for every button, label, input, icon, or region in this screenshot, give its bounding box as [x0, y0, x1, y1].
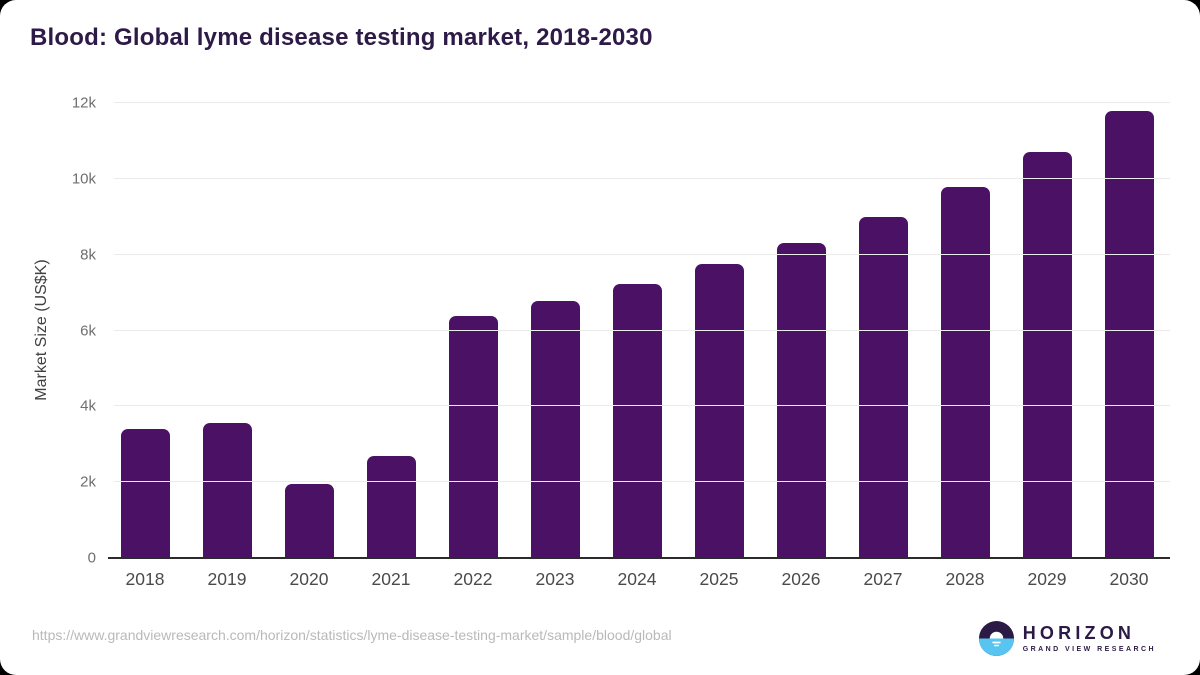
bar-2026[interactable] [776, 243, 826, 558]
bar-slot-2027 [842, 103, 924, 558]
bar-2018[interactable] [120, 429, 170, 558]
bar-2027[interactable] [858, 216, 908, 558]
y-tick-label-12k: 12k [71, 94, 96, 112]
gridline-6k [114, 329, 1170, 331]
bar-2021[interactable] [366, 456, 416, 558]
plot-area [104, 102, 1170, 559]
gridline-8k [114, 253, 1170, 255]
chart-title: Blood: Global lyme disease testing marke… [30, 24, 653, 51]
bar-slot-2020 [268, 103, 350, 558]
gridline-4k [114, 405, 1170, 407]
x-tick-label-2027: 2027 [863, 569, 903, 589]
bar-series [104, 103, 1170, 558]
x-tick-label-2021: 2021 [371, 569, 411, 589]
y-tick-label-6k: 6k [80, 322, 96, 339]
bar-slot-2028 [924, 103, 1006, 558]
bar-slot-2021 [350, 103, 432, 558]
gridline-10k [114, 177, 1170, 179]
x-tick-label-2028: 2028 [945, 569, 985, 589]
bar-slot-2029 [1006, 103, 1088, 558]
y-tick-label-0: 0 [87, 549, 96, 567]
logo-name: HORIZON [1022, 623, 1136, 644]
y-axis-tick-labels: 0 2k 4k 6k 8k 10k 12k [0, 95, 96, 567]
gridline-2k [114, 481, 1170, 483]
bar-slot-2026 [760, 103, 842, 558]
y-tick-label-10k: 10k [71, 170, 96, 188]
x-tick-label-2025: 2025 [699, 569, 739, 589]
bar-slot-2023 [514, 103, 596, 558]
x-tick-label-2026: 2026 [781, 569, 821, 589]
bar-2023[interactable] [530, 300, 580, 558]
bar-2025[interactable] [694, 264, 744, 558]
bar-slot-2030 [1088, 103, 1170, 558]
bar-2024[interactable] [612, 284, 662, 558]
bar-slot-2022 [432, 103, 514, 558]
y-tick-label-4k: 4k [80, 397, 96, 415]
x-tick-label-2029: 2029 [1027, 569, 1067, 589]
x-tick-label-2019: 2019 [207, 569, 247, 589]
bar-slot-2019 [186, 103, 268, 558]
x-axis-tick-labels: 2018 2019 2020 2021 2022 2023 2024 2025 2026 2027… [104, 569, 1170, 590]
bar-2020[interactable] [284, 484, 334, 558]
x-tick-label-2024: 2024 [617, 569, 657, 589]
x-tick-label-2030: 2030 [1109, 569, 1149, 589]
x-tick-label-2020: 2020 [289, 569, 329, 589]
bar-2030[interactable] [1104, 111, 1154, 558]
bar-2022[interactable] [448, 316, 498, 558]
logo-text: HORIZON GRAND VIEW RESEARCH [1023, 624, 1156, 653]
bar-slot-2024 [596, 103, 678, 558]
x-tick-label-2023: 2023 [535, 569, 575, 589]
horizon-sunrise-icon [978, 621, 1014, 656]
x-tick-label-2018: 2018 [125, 569, 165, 589]
bar-slot-2025 [678, 103, 760, 558]
x-axis-line [108, 557, 1170, 559]
bar-2028[interactable] [940, 186, 990, 558]
gridline-12k [114, 102, 1170, 103]
x-tick-label-2022: 2022 [453, 569, 493, 589]
y-tick-label-8k: 8k [80, 246, 96, 264]
source-url: https://www.grandviewresearch.com/horizo… [32, 627, 672, 643]
bar-2019[interactable] [202, 423, 252, 558]
logo-subtitle: GRAND VIEW RESEARCH [1022, 645, 1156, 653]
bar-2029[interactable] [1022, 152, 1072, 558]
horizon-logo: HORIZON GRAND VIEW RESEARCH [978, 621, 1156, 656]
y-tick-label-2k: 2k [80, 473, 96, 491]
bar-slot-2018 [104, 103, 186, 558]
